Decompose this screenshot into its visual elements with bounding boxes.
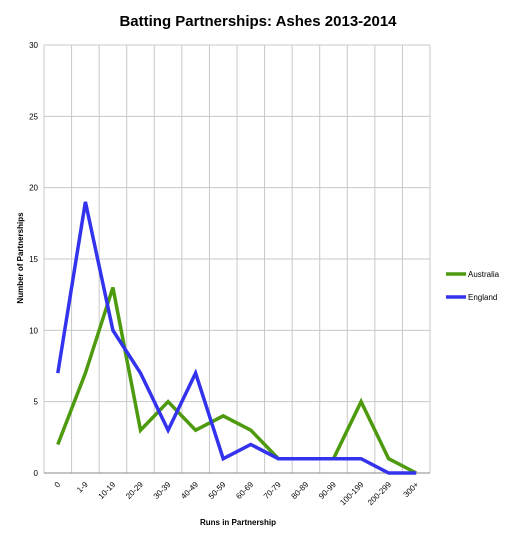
x-tick-label: 70-79 (262, 480, 283, 501)
x-tick-label: 80-89 (290, 480, 311, 501)
chart-title: Batting Partnerships: Ashes 2013-2014 (119, 13, 397, 30)
y-tick-label: 10 (29, 326, 38, 335)
series-lines (56, 201, 418, 475)
x-tick-label: 200-299 (366, 480, 394, 508)
y-tick-label: 5 (34, 398, 39, 407)
y-tick-label: 25 (29, 112, 38, 121)
y-tick-label: 0 (34, 469, 39, 478)
y-axis-title: Number of Partnerships (16, 212, 25, 304)
x-tick-label: 50-59 (207, 480, 228, 501)
x-tick-label: 20-29 (124, 480, 145, 501)
grid (43, 44, 431, 474)
x-axis-ticks: 0 1-9 10-19 20-29 30-39 40-49 50-59 60-69 70-79 8… (53, 480, 421, 508)
series-line-england (56, 201, 417, 475)
legend-label-australia: Australia (468, 270, 500, 279)
y-tick-label: 30 (29, 41, 38, 50)
x-tick-label: 90-99 (317, 480, 338, 501)
x-tick-label: 30-39 (152, 480, 173, 501)
x-tick-label: 0 (53, 480, 63, 490)
x-tick-label: 100-199 (338, 480, 366, 508)
series-line-australia (56, 286, 418, 475)
x-tick-label: 60-69 (234, 480, 255, 501)
y-tick-label: 20 (29, 184, 38, 193)
x-tick-label: 40-49 (179, 480, 200, 501)
legend: Australia England (446, 270, 500, 302)
y-axis-ticks: 0 5 10 15 20 25 30 (29, 41, 38, 478)
x-tick-label: 10-19 (97, 480, 118, 501)
x-tick-label: 1-9 (75, 480, 90, 495)
y-tick-label: 15 (29, 255, 38, 264)
legend-label-england: England (468, 293, 497, 302)
x-axis-title: Runs in Partnership (200, 518, 276, 527)
x-tick-label: 300+ (402, 480, 421, 499)
